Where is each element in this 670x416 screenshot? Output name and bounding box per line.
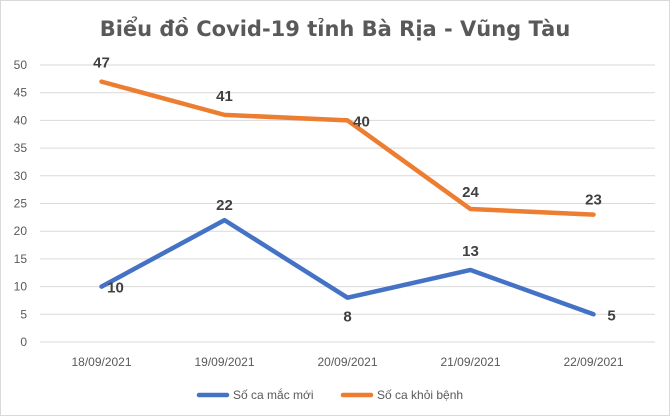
data-label: 5 (607, 307, 615, 324)
x-tick-label: 22/09/2021 (563, 355, 623, 369)
data-label: 24 (462, 184, 479, 201)
data-label: 47 (93, 55, 110, 72)
chart-title: Biểu đồ Covid-19 tỉnh Bà Rịa - Vũng Tàu (100, 16, 571, 41)
x-axis-ticks: 18/09/2021 19/09/2021 20/09/2021 21/09/2021… (71, 355, 623, 369)
legend: Số ca mắc mới Số ca khỏi bệnh (196, 387, 463, 402)
data-label: 40 (353, 113, 370, 130)
y-tick-label: 20 (14, 224, 28, 238)
data-label: 10 (107, 280, 124, 297)
y-tick-label: 40 (14, 113, 28, 127)
data-label: 22 (216, 197, 233, 214)
data-label: 41 (216, 88, 233, 105)
data-label: 23 (585, 192, 602, 209)
legend-label: Số ca khỏi bệnh (377, 388, 463, 402)
y-tick-label: 0 (20, 335, 27, 349)
y-tick-label: 45 (14, 86, 28, 100)
y-tick-label: 30 (14, 169, 28, 183)
y-axis-ticks: 0 5 10 15 20 25 30 35 40 45 50 (14, 58, 28, 349)
x-tick-label: 20/09/2021 (317, 355, 377, 369)
y-tick-label: 5 (20, 307, 27, 321)
data-labels: 10 22 8 13 5 47 41 40 24 23 (93, 55, 616, 326)
y-tick-label: 35 (14, 141, 28, 155)
series-lines (99, 79, 596, 317)
data-label: 8 (343, 309, 351, 326)
x-tick-label: 18/09/2021 (71, 355, 131, 369)
x-tick-label: 21/09/2021 (440, 355, 500, 369)
y-tick-label: 15 (14, 252, 28, 266)
y-tick-label: 10 (14, 280, 28, 294)
legend-label: Số ca mắc mới (233, 387, 314, 402)
y-tick-label: 50 (14, 58, 28, 72)
y-tick-label: 25 (14, 197, 28, 211)
series-line-1 (99, 217, 596, 317)
series-line-2 (99, 79, 596, 217)
x-tick-label: 19/09/2021 (194, 355, 254, 369)
data-label: 13 (462, 243, 479, 260)
